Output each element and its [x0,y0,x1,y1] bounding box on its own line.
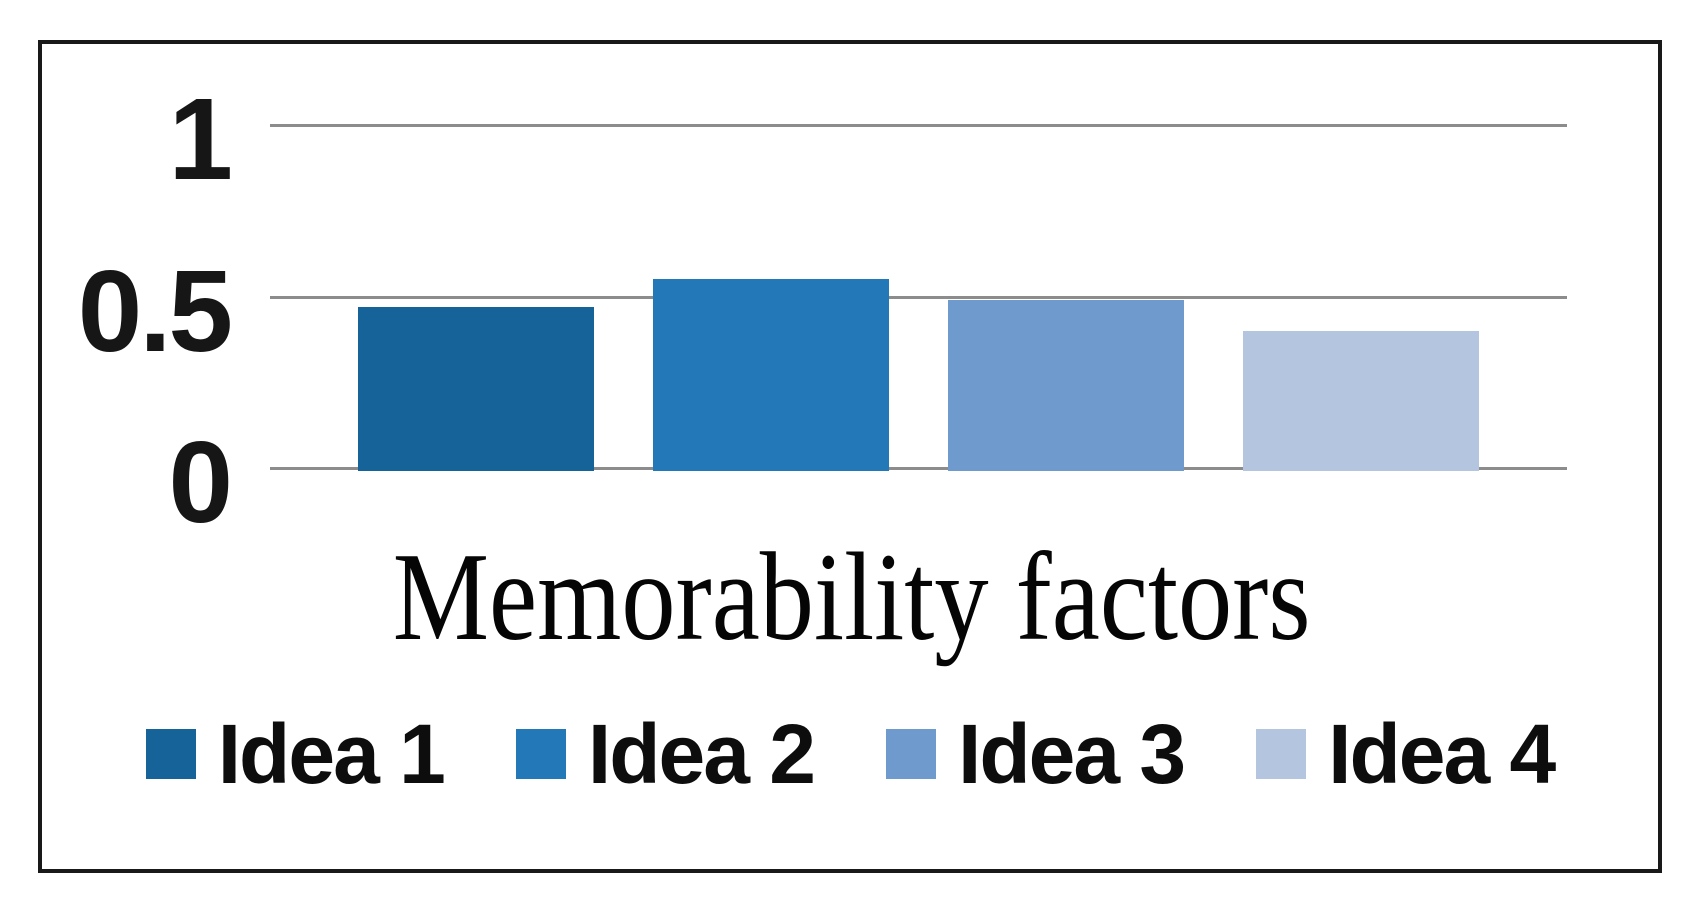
chart-title-text: Memorability factors [393,528,1311,667]
bar-idea-2 [653,279,889,471]
bar-idea-3 [948,299,1184,471]
legend-label: Idea 1 [217,707,446,801]
bar-idea-4 [1243,330,1479,471]
y-tick-label-0: 0 [168,417,233,547]
gridline-y-1 [270,124,1567,127]
legend: Idea 1 Idea 2 Idea 3 Idea 4 [38,706,1662,802]
legend-label: Idea 3 [958,707,1186,801]
y-tick-label-1: 1 [168,74,233,204]
chart-title: Memorability factors [0,535,1704,661]
legend-swatch-icon [886,729,936,779]
legend-label: Idea 4 [1328,707,1556,801]
legend-label: Idea 2 [587,707,816,801]
bar-idea-1 [358,306,594,471]
gridline-y-0 [270,467,1567,470]
legend-item-idea-1: Idea 1 [145,707,446,801]
legend-swatch-icon [1256,729,1307,779]
legend-item-idea-2: Idea 2 [515,707,816,801]
gridline-y-0.5 [270,295,1567,299]
y-tick-label-0.5: 0.5 [77,245,233,376]
legend-item-idea-3: Idea 3 [886,707,1186,801]
legend-item-idea-4: Idea 4 [1256,707,1556,801]
legend-swatch-icon [145,729,196,779]
legend-swatch-icon [515,729,566,779]
